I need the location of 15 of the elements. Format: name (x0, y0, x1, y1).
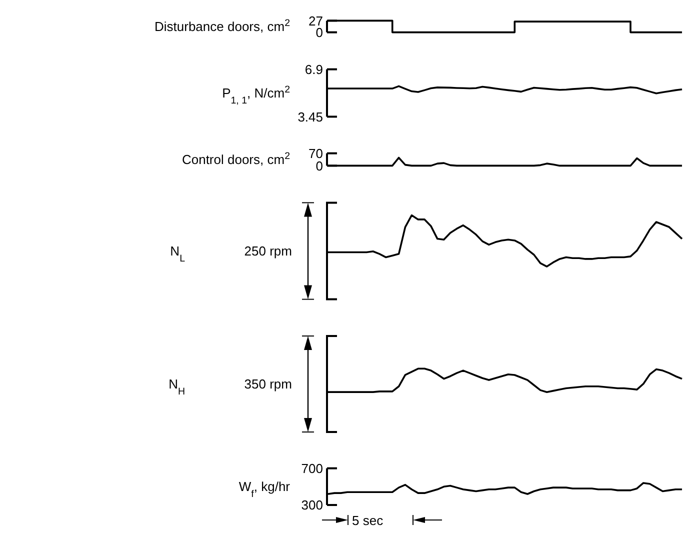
y-axis-title: Disturbance doors, cm$^{2}$ (154, 18, 290, 34)
y-axis-title: N$_{L}$ (170, 244, 186, 264)
y-tick-label: 70 (308, 146, 323, 161)
text: 350 rpm (244, 376, 292, 392)
y-tick-label: 700 (301, 460, 323, 476)
text: 250 rpm (244, 244, 292, 259)
y-tick-label: 300 (301, 498, 323, 513)
y-tick-label: 6.9 (304, 62, 323, 77)
y-tick-label: 0 (316, 158, 323, 174)
y-axis-title: P$_{1, 1}$, N/cm$^{2}$ (222, 84, 290, 106)
y-axis-title: W$_{f}$, kg/hr (238, 479, 291, 500)
y-axis-title: N$_{H}$ (168, 376, 185, 398)
y-tick-label: 3.45 (298, 109, 323, 124)
y-axis-title: Control doors, cm$^{2}$ (182, 150, 290, 168)
text: 5 sec (352, 513, 384, 528)
